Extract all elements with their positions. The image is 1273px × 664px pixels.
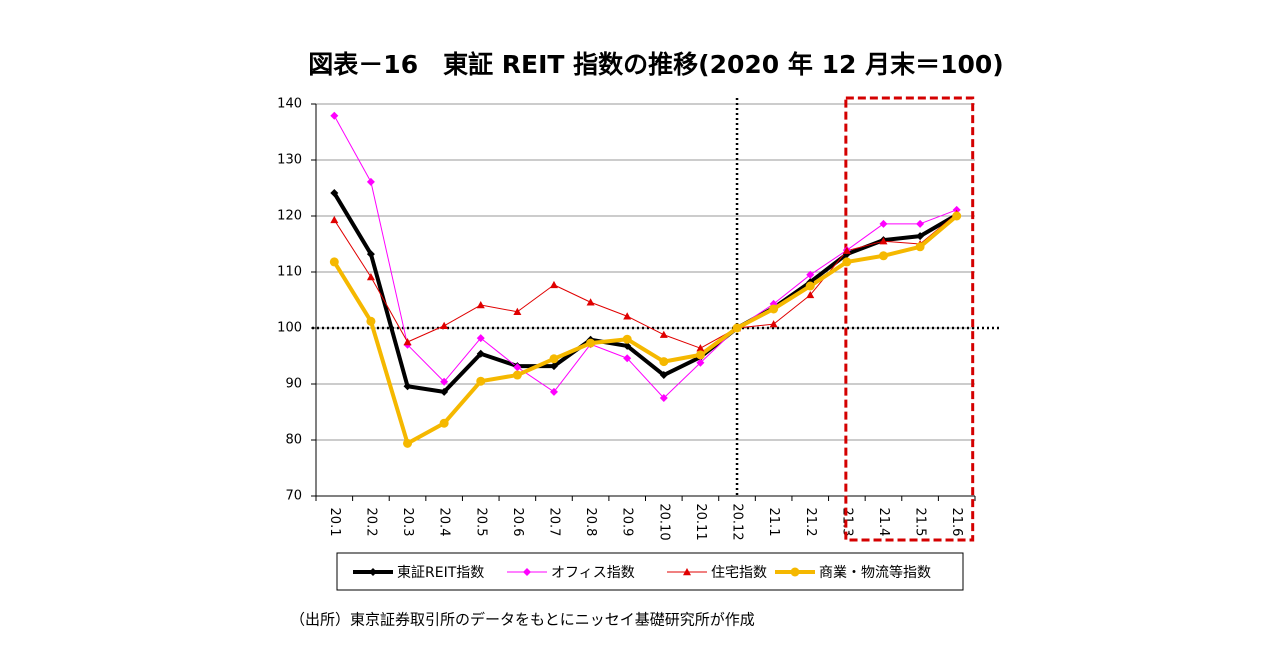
x-tick-label: 20.10 <box>656 503 671 540</box>
data-point <box>695 350 705 360</box>
x-tick-label: 21.6 <box>949 508 964 537</box>
data-point <box>440 377 449 386</box>
data-point <box>439 418 449 428</box>
data-point <box>769 320 778 328</box>
x-tick-label: 20.7 <box>546 508 561 537</box>
data-point <box>915 242 925 252</box>
data-point <box>879 219 888 228</box>
x-tick-label: 21.1 <box>766 508 781 537</box>
data-point <box>623 312 632 320</box>
data-point <box>623 341 632 350</box>
legend-marker <box>683 568 691 576</box>
y-tick-label: 110 <box>277 265 302 280</box>
data-point <box>330 215 339 224</box>
x-tick-label: 20.9 <box>620 508 635 537</box>
data-point <box>476 334 485 343</box>
y-tick-label: 100 <box>277 321 302 336</box>
x-tick-label: 21.5 <box>913 508 928 537</box>
series-line <box>332 214 958 446</box>
y-tick-label: 120 <box>277 209 302 224</box>
data-point <box>329 257 339 267</box>
data-point <box>696 358 705 367</box>
legend-box <box>336 552 964 591</box>
data-point <box>366 316 376 326</box>
data-point <box>512 370 522 380</box>
data-point <box>659 371 668 380</box>
legend-label: 住宅指数 <box>711 565 767 581</box>
data-point <box>586 298 595 306</box>
x-tick-label: 20.2 <box>363 508 378 537</box>
data-point <box>440 321 449 329</box>
data-point <box>549 280 558 289</box>
data-point <box>549 362 558 371</box>
data-point <box>403 382 412 391</box>
data-point <box>842 246 851 254</box>
data-point <box>659 330 668 338</box>
legend-marker <box>790 567 800 577</box>
x-tick-label: 20.12 <box>730 503 745 540</box>
legend-label: 東証REIT指数 <box>397 565 484 581</box>
data-point <box>806 290 815 299</box>
data-point <box>623 354 632 363</box>
data-point <box>476 301 485 309</box>
y-tick-label: 80 <box>285 433 302 448</box>
legend-marker <box>369 568 377 576</box>
y-tick-label: 140 <box>277 97 302 112</box>
y-tick-label: 90 <box>285 377 302 392</box>
data-point <box>586 338 596 348</box>
data-point <box>440 387 449 396</box>
highlight-box <box>844 96 975 542</box>
data-point <box>622 334 632 344</box>
data-point <box>403 338 412 346</box>
x-tick-label: 20.8 <box>583 508 598 537</box>
data-point <box>659 394 668 402</box>
data-point <box>513 307 522 315</box>
data-point <box>806 270 815 279</box>
data-point <box>366 250 375 259</box>
data-point <box>952 211 962 221</box>
y-tick-label: 130 <box>277 153 302 168</box>
x-tick-label: 20.3 <box>400 508 415 537</box>
data-point <box>403 438 413 448</box>
data-point <box>696 344 705 352</box>
data-point <box>659 357 669 367</box>
legend-label: オフィス指数 <box>551 565 635 581</box>
data-point <box>366 177 375 186</box>
data-point <box>330 189 339 198</box>
x-tick-label: 21.4 <box>876 508 891 537</box>
data-point <box>549 354 559 364</box>
data-point <box>366 273 375 281</box>
data-point <box>513 363 522 372</box>
x-tick-label: 20.11 <box>693 503 708 540</box>
x-tick-label: 20.4 <box>437 508 452 537</box>
x-tick-label: 20.6 <box>510 508 525 537</box>
data-point <box>916 232 925 241</box>
x-tick-label: 21.2 <box>803 508 818 537</box>
series-line <box>333 213 958 349</box>
y-tick-label: 70 <box>285 489 302 504</box>
series-line <box>333 115 957 399</box>
data-point <box>879 237 888 245</box>
legend-label: 商業・物流等指数 <box>819 564 931 581</box>
data-point <box>549 387 558 396</box>
series-line <box>332 192 958 394</box>
data-point <box>476 376 486 386</box>
x-tick-label: 20.5 <box>473 508 488 537</box>
data-point <box>842 257 852 267</box>
data-point <box>476 349 485 358</box>
data-point <box>805 281 815 291</box>
source-note: （出所）東京証券取引所のデータをもとにニッセイ基礎研究所が作成 <box>290 611 755 629</box>
data-point <box>769 304 779 314</box>
data-point <box>330 111 339 120</box>
data-point <box>732 323 742 333</box>
data-point <box>916 219 925 228</box>
chart-title: 図表－16 東証 REIT 指数の推移(2020 年 12 月末＝100) <box>308 50 1003 79</box>
data-point <box>878 251 888 261</box>
legend-marker <box>523 568 531 576</box>
x-tick-label: 20.1 <box>327 508 342 537</box>
